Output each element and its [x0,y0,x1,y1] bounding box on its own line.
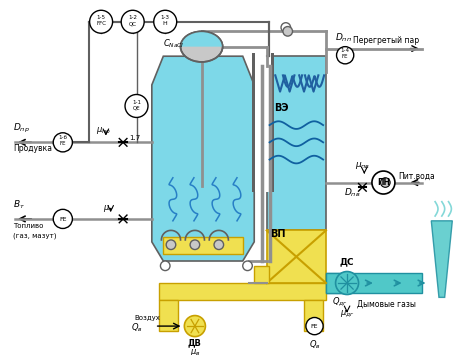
Text: $B_т$: $B_т$ [13,198,25,211]
Circle shape [53,133,73,152]
Polygon shape [152,56,254,261]
Text: Пит.вода: Пит.вода [399,172,436,181]
Text: $\mu_т$: $\mu_т$ [103,203,114,214]
Text: 1-1: 1-1 [132,100,141,105]
Text: FE: FE [59,217,66,222]
Text: $\mu_{пр}$: $\mu_{пр}$ [96,126,110,137]
Text: QC: QC [128,21,137,26]
Circle shape [336,272,358,295]
Circle shape [372,171,395,194]
Text: 1.7: 1.7 [129,135,140,141]
Text: Продувка: Продувка [13,144,52,153]
Text: 1-2: 1-2 [128,15,137,21]
Text: $Q_в$: $Q_в$ [309,338,320,351]
Text: 1-4: 1-4 [341,48,350,53]
Circle shape [283,27,292,36]
Circle shape [125,94,148,118]
Text: Перегретый пар: Перегретый пар [353,37,419,45]
Bar [252,53,255,192]
Circle shape [190,240,200,250]
Circle shape [53,209,73,229]
Text: FFC: FFC [96,21,106,26]
Text: $Q_в$: $Q_в$ [130,322,142,334]
Circle shape [243,261,252,271]
Circle shape [121,10,144,33]
Text: ВП: ВП [271,229,286,239]
Circle shape [154,10,177,33]
Text: $D_{пв}$: $D_{пв}$ [344,187,360,200]
Bar [304,300,323,331]
Text: $D_{пп}$: $D_{пп}$ [335,32,352,44]
Text: FE: FE [60,141,66,146]
Bar [267,230,326,283]
Text: ПН: ПН [377,178,390,187]
Text: Дымовые газы: Дымовые газы [356,300,416,308]
Text: $C_{NaCl}$: $C_{NaCl}$ [164,38,185,50]
Text: 1-б: 1-б [58,135,67,140]
Text: ДС: ДС [339,257,354,266]
Bar [158,283,326,300]
Circle shape [160,261,170,271]
Text: (газ, мазут): (газ, мазут) [13,232,56,239]
Polygon shape [431,221,452,297]
Text: $Q_{дг}$: $Q_{дг}$ [331,296,347,308]
Text: Воздух: Воздух [134,316,160,321]
Text: $\mu_{дг}$: $\mu_{дг}$ [340,309,355,320]
Circle shape [90,10,113,33]
Bar [158,300,178,331]
Text: $D_{пр}$: $D_{пр}$ [13,122,30,135]
Text: FE: FE [342,54,348,59]
Text: FE: FE [311,324,318,329]
Text: H: H [163,21,168,26]
Bar [272,53,274,192]
Bar [267,56,326,230]
Bar [164,237,243,254]
Circle shape [381,178,390,187]
Polygon shape [181,31,223,47]
Bar [252,53,272,192]
Text: ВЭ: ВЭ [274,103,289,113]
Circle shape [306,317,323,335]
Circle shape [214,240,224,250]
Text: Топливо: Топливо [13,223,44,229]
Circle shape [184,316,205,337]
Circle shape [337,47,354,64]
Text: 1-5: 1-5 [97,15,106,21]
Circle shape [166,240,176,250]
Bar [254,266,269,283]
Circle shape [281,23,291,32]
Text: QE: QE [133,105,140,110]
Text: 1-3: 1-3 [161,15,170,21]
Text: ДВ: ДВ [187,338,201,347]
Bar [326,273,347,293]
Bar [326,273,422,293]
Text: $\mu_{пв}$: $\mu_{пв}$ [355,160,370,171]
Ellipse shape [181,31,223,62]
Text: $\mu_в$: $\mu_в$ [190,347,200,355]
